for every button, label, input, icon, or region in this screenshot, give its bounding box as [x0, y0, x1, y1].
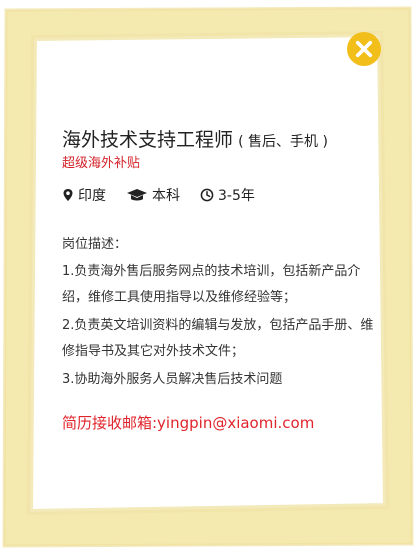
- duty-item: 2.负责英文培训资料的编辑与发放，包括产品手册、维修指导书及其它对外技术文件；: [62, 318, 374, 359]
- job-title: 海外技术支持工程师: [62, 129, 234, 151]
- location-value: 印度: [78, 188, 106, 204]
- location-meta: 印度: [62, 185, 106, 205]
- clock-icon: [200, 188, 214, 202]
- experience-value: 3-5年: [218, 188, 255, 204]
- resume-email[interactable]: 简历接收邮箱:yingpin@xiaomi.com: [62, 414, 315, 432]
- x-mark-icon: [355, 40, 373, 58]
- job-subtitle: 超级海外补贴: [62, 156, 141, 171]
- job-title-qualifier: ( 售后、手机 ): [238, 134, 328, 150]
- experience-meta: 3-5年: [200, 185, 255, 205]
- education-meta: 本科: [126, 185, 180, 205]
- job-title-row: 海外技术支持工程师 ( 售后、手机 ): [62, 125, 382, 152]
- education-value: 本科: [152, 188, 180, 204]
- graduation-cap-icon: [127, 189, 147, 201]
- x-mark-badge: [347, 32, 381, 66]
- job-meta: 印度 本科 3-5年: [62, 185, 275, 205]
- description-label: 岗位描述：: [62, 237, 128, 252]
- duty-item: 3.协助海外服务人员解决售后技术问题: [62, 372, 283, 387]
- duty-item: 1.负责海外售后服务网点的技术培训，包括新产品介绍，维修工具使用指导以及维修经验…: [62, 264, 361, 305]
- map-pin-icon: [63, 189, 73, 201]
